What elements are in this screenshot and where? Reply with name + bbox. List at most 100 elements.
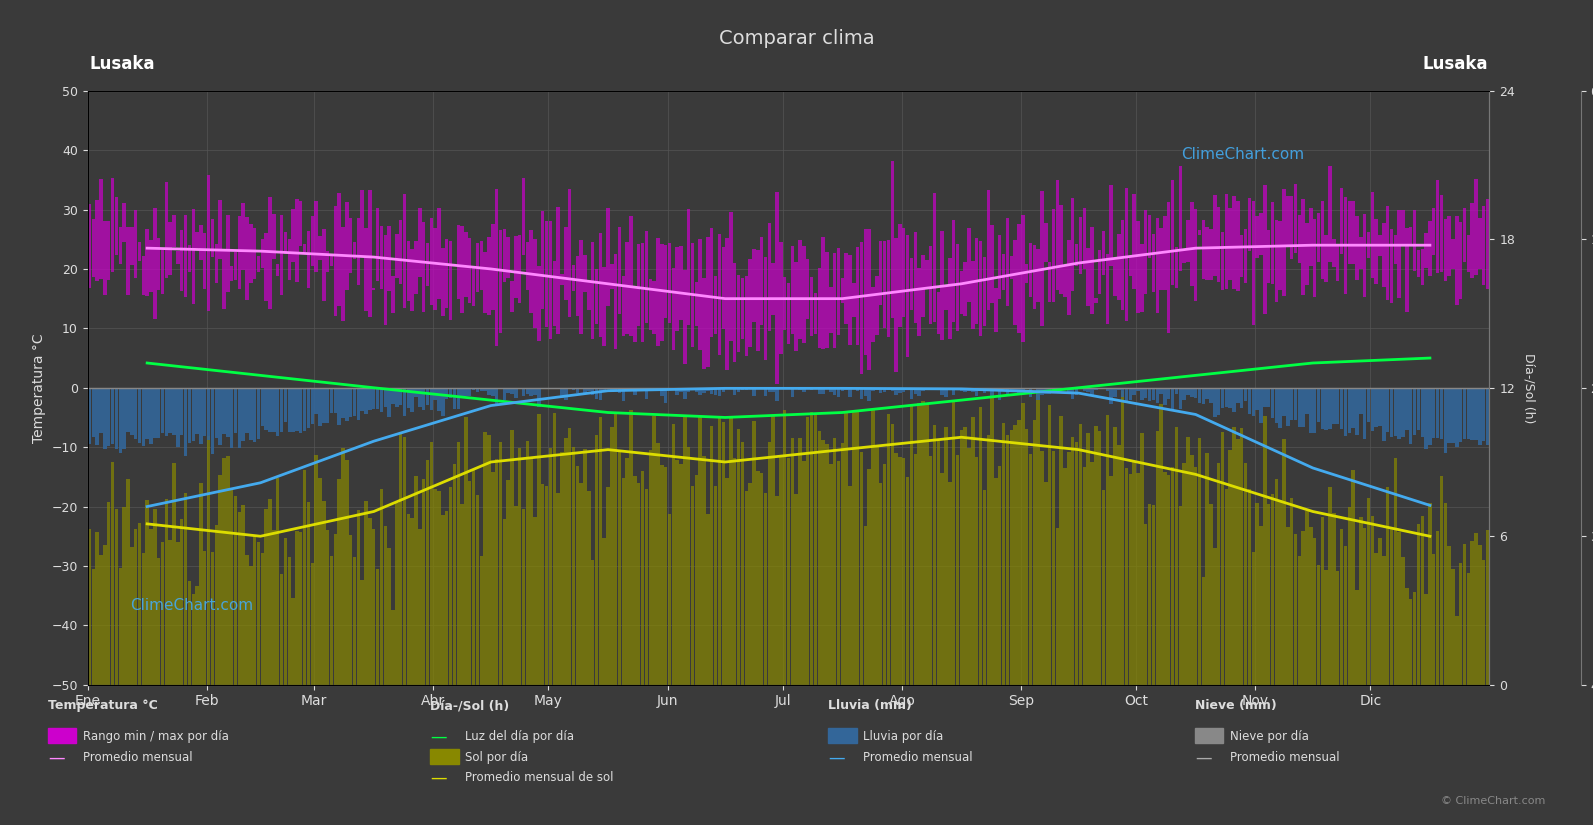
Bar [553, 262, 556, 326]
Bar [653, 281, 656, 333]
Bar [933, 425, 937, 685]
Bar [945, 388, 948, 397]
Bar [1252, 201, 1255, 325]
Bar [722, 247, 725, 328]
Bar [1121, 388, 1125, 397]
Bar [887, 240, 890, 337]
Bar [134, 210, 137, 277]
Bar [814, 388, 817, 389]
Bar [1152, 234, 1155, 292]
Bar [672, 268, 675, 350]
Bar [1359, 237, 1362, 269]
Bar [1351, 470, 1354, 685]
Bar [703, 278, 706, 369]
Bar [1144, 524, 1147, 685]
Bar [828, 464, 833, 685]
Bar [733, 459, 736, 685]
Bar [245, 388, 249, 433]
Bar [1040, 450, 1043, 685]
Bar [978, 388, 983, 389]
Bar [653, 416, 656, 685]
Bar [433, 229, 436, 310]
Bar [406, 514, 409, 685]
Bar [875, 388, 879, 390]
Bar [706, 514, 709, 685]
Bar [523, 178, 526, 255]
Bar [1408, 388, 1413, 444]
Bar [169, 222, 172, 275]
Bar [956, 455, 959, 685]
Bar [656, 238, 660, 346]
Bar [983, 257, 986, 326]
Bar [964, 388, 967, 392]
Bar [341, 448, 344, 685]
Text: Nieve por día: Nieve por día [1230, 730, 1309, 743]
Bar [1051, 451, 1055, 685]
Bar [940, 473, 945, 685]
Bar [1389, 229, 1394, 303]
Bar [1209, 229, 1212, 280]
Bar [763, 257, 768, 361]
Bar [1435, 530, 1440, 685]
Bar [444, 512, 449, 685]
Bar [913, 454, 918, 685]
Bar [926, 260, 929, 287]
Bar [883, 388, 886, 392]
Bar [675, 388, 679, 394]
Bar [964, 427, 967, 685]
Bar [368, 190, 371, 317]
Bar [564, 438, 567, 685]
Bar [1021, 215, 1024, 342]
Bar [1244, 388, 1247, 400]
Bar [223, 458, 226, 685]
Bar [1429, 388, 1432, 446]
Bar [744, 388, 749, 390]
Bar [1340, 188, 1343, 254]
Bar [763, 388, 768, 395]
Bar [594, 435, 599, 685]
Text: Rango min / max por día: Rango min / max por día [83, 730, 229, 743]
Bar [1290, 388, 1294, 420]
Bar [1370, 388, 1375, 431]
Bar [472, 470, 475, 685]
Bar [1432, 208, 1435, 255]
Text: Temperatura °C: Temperatura °C [48, 700, 158, 713]
Bar [1305, 388, 1309, 414]
Bar [88, 204, 91, 288]
Bar [1239, 428, 1244, 685]
Bar [714, 276, 717, 334]
Bar [126, 479, 129, 685]
Bar [760, 238, 763, 325]
Bar [1090, 462, 1094, 685]
Bar [1002, 254, 1005, 290]
Bar [972, 417, 975, 685]
Bar [161, 388, 164, 433]
Text: —: — [828, 748, 844, 766]
Bar [338, 478, 341, 685]
Bar [202, 388, 207, 436]
Bar [564, 227, 567, 300]
Bar [1217, 388, 1220, 415]
Bar [1059, 205, 1063, 294]
Bar [687, 209, 690, 325]
Bar [809, 277, 814, 336]
Bar [433, 489, 436, 685]
Bar [1225, 194, 1228, 289]
Bar [210, 552, 213, 685]
Bar [656, 443, 660, 685]
Bar [327, 388, 330, 423]
Bar [621, 276, 624, 337]
Bar [803, 388, 806, 392]
Bar [1435, 388, 1440, 438]
Bar [1440, 476, 1443, 685]
Bar [803, 460, 806, 685]
Bar [1340, 529, 1343, 685]
Bar [384, 235, 387, 325]
Bar [126, 388, 129, 432]
Bar [365, 228, 368, 311]
Bar [526, 388, 529, 394]
Bar [1470, 541, 1474, 685]
Bar [537, 413, 540, 685]
Bar [425, 243, 429, 286]
Bar [1364, 528, 1367, 685]
